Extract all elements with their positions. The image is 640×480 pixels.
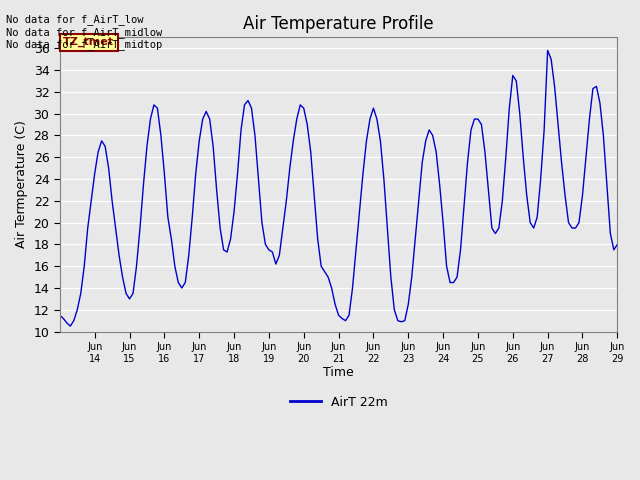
X-axis label: Time: Time xyxy=(323,366,354,379)
Legend: AirT 22m: AirT 22m xyxy=(285,391,392,414)
Text: TZ_tmet: TZ_tmet xyxy=(63,37,115,47)
Title: Air Temperature Profile: Air Temperature Profile xyxy=(243,15,434,33)
Y-axis label: Air Termperature (C): Air Termperature (C) xyxy=(15,120,28,248)
Text: No data for f_AirT_low
No data for f_AirT_midlow
No data for f_AirT_midtop: No data for f_AirT_low No data for f_Air… xyxy=(6,14,163,50)
